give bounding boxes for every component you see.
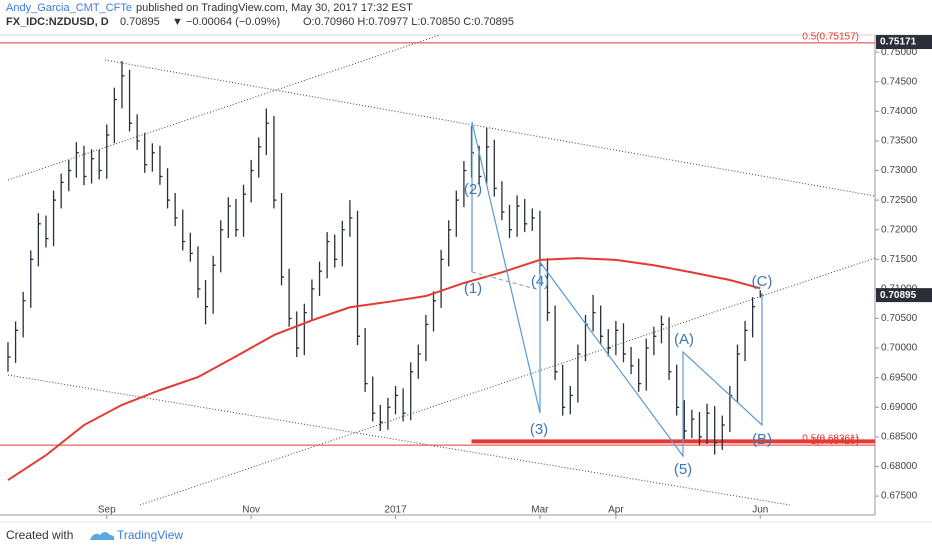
y-tick-label: 0.73500 xyxy=(881,136,918,147)
x-tick-label: Jun xyxy=(752,505,768,516)
wave-drawing: (1) (2) (3) (4) (5) (A) (B) (C) xyxy=(464,121,773,478)
footer: Created with TradingView xyxy=(6,528,183,542)
symbol: FX_IDC:NZDUSD, D xyxy=(6,16,109,28)
wave-label: (3) xyxy=(530,421,548,438)
y-tick-label: 0.72000 xyxy=(881,224,918,235)
trend-line xyxy=(139,257,876,506)
price-tag-label: 0.70895 xyxy=(880,290,917,301)
level-label: 0.5(0.75157) xyxy=(802,32,859,43)
trend-lines xyxy=(7,34,876,506)
trend-line xyxy=(104,59,876,197)
wave-dash xyxy=(471,271,541,291)
logo xyxy=(90,532,115,540)
y-tick-label: 0.70500 xyxy=(881,313,918,324)
moving-average xyxy=(7,257,761,481)
y-tick-label: 0.72500 xyxy=(881,195,918,206)
publisher[interactable]: Andy_Garcia_CMT_CFTe xyxy=(6,2,132,14)
trend-line xyxy=(7,374,791,506)
y-tick-label: 0.71500 xyxy=(881,254,918,265)
price-tag xyxy=(876,288,932,303)
y-tick-label: 0.74000 xyxy=(881,106,918,117)
y-tick-label: 0.73000 xyxy=(881,165,918,176)
y-tick-label: 0.68500 xyxy=(881,432,918,443)
x-tick-label: Apr xyxy=(608,505,624,516)
wave-line xyxy=(471,121,763,458)
last-price: 0.70895 xyxy=(120,16,160,28)
price-tag xyxy=(876,35,932,50)
level-label: 1(0.68425) xyxy=(811,436,859,447)
x-tick-label: Sep xyxy=(98,505,116,516)
y-tick-label: 0.69500 xyxy=(881,372,918,383)
footer-brand[interactable]: TradingView xyxy=(117,528,183,542)
trend-line xyxy=(7,34,441,181)
change: ▼ −0.00064 (−0.09%) xyxy=(172,16,280,28)
x-tick-label: Nov xyxy=(242,505,260,516)
y-tick-label: 0.67500 xyxy=(881,491,918,502)
ohlc-text: O:0.70960 H:0.70977 L:0.70850 C:0.70895 xyxy=(303,16,514,28)
y-tick-label: 0.75000 xyxy=(881,47,918,58)
y-tick-label: 0.69000 xyxy=(881,402,918,413)
published: published on TradingView.com, May 30, 20… xyxy=(136,2,413,14)
y-tick-label: 0.68000 xyxy=(881,461,918,472)
x-tick-label: 2017 xyxy=(384,505,407,516)
wave-label: (B) xyxy=(752,431,772,448)
wave-label: (2) xyxy=(464,181,482,198)
footer-text: Created with xyxy=(6,528,73,542)
y-tick-label: 0.74500 xyxy=(881,76,918,87)
wave-label: (4) xyxy=(531,273,549,290)
wave-label: (5) xyxy=(674,461,692,478)
price-tag-label: 0.75171 xyxy=(880,37,917,48)
wave-label: (A) xyxy=(674,331,694,348)
level-label: 0.5(0.68361) xyxy=(802,434,859,445)
wave-label: (1) xyxy=(464,280,482,297)
y-tick-label: 0.70000 xyxy=(881,343,918,354)
wave-label: (C) xyxy=(752,273,773,290)
x-tick-label: Mar xyxy=(531,505,549,516)
